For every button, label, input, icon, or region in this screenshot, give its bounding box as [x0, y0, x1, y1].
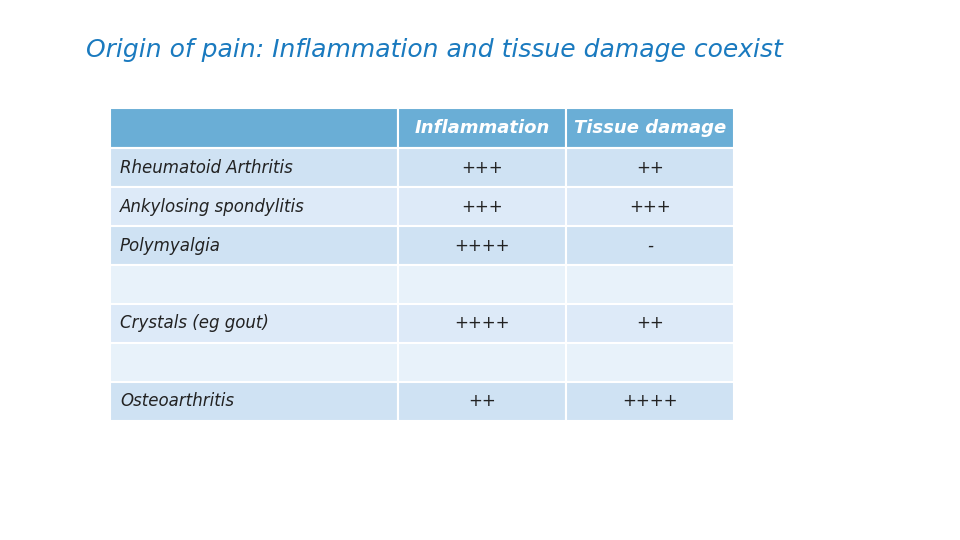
Text: Rheumatoid Arthritis: Rheumatoid Arthritis	[120, 159, 293, 177]
Bar	[110, 304, 398, 343]
Bar	[398, 187, 566, 226]
Text: Crystals (eg gout): Crystals (eg gout)	[120, 314, 269, 333]
Text: -: -	[647, 237, 654, 255]
Text: Origin of pain: Inflammation and tissue damage coexist: Origin of pain: Inflammation and tissue …	[86, 38, 783, 62]
Bar	[566, 148, 734, 187]
Bar	[398, 108, 566, 148]
Bar	[566, 226, 734, 265]
Text: ++++: ++++	[623, 392, 678, 410]
Text: ++: ++	[636, 314, 664, 333]
Text: +++: +++	[462, 198, 503, 216]
Bar	[398, 148, 566, 187]
Text: Ankylosing spondylitis: Ankylosing spondylitis	[120, 198, 304, 216]
Bar	[566, 187, 734, 226]
Text: ++: ++	[468, 392, 496, 410]
Text: ++: ++	[636, 159, 664, 177]
Bar	[398, 265, 566, 304]
Bar	[110, 226, 398, 265]
Text: ++++: ++++	[455, 237, 510, 255]
Bar	[398, 304, 566, 343]
Text: Inflammation: Inflammation	[415, 119, 550, 137]
Text: Osteoarthritis: Osteoarthritis	[120, 392, 234, 410]
Bar	[566, 382, 734, 421]
Text: +++: +++	[462, 159, 503, 177]
Bar	[110, 382, 398, 421]
Bar	[110, 108, 398, 148]
Bar	[566, 343, 734, 382]
Bar	[566, 265, 734, 304]
Bar	[566, 108, 734, 148]
Bar	[566, 304, 734, 343]
Bar	[398, 343, 566, 382]
Bar	[110, 343, 398, 382]
Text: Polymyalgia: Polymyalgia	[120, 237, 221, 255]
Bar	[110, 148, 398, 187]
Text: Tissue damage: Tissue damage	[574, 119, 727, 137]
Bar	[398, 226, 566, 265]
Text: ++++: ++++	[455, 314, 510, 333]
Bar	[110, 187, 398, 226]
Bar	[398, 382, 566, 421]
Bar	[110, 265, 398, 304]
Text: +++: +++	[630, 198, 671, 216]
